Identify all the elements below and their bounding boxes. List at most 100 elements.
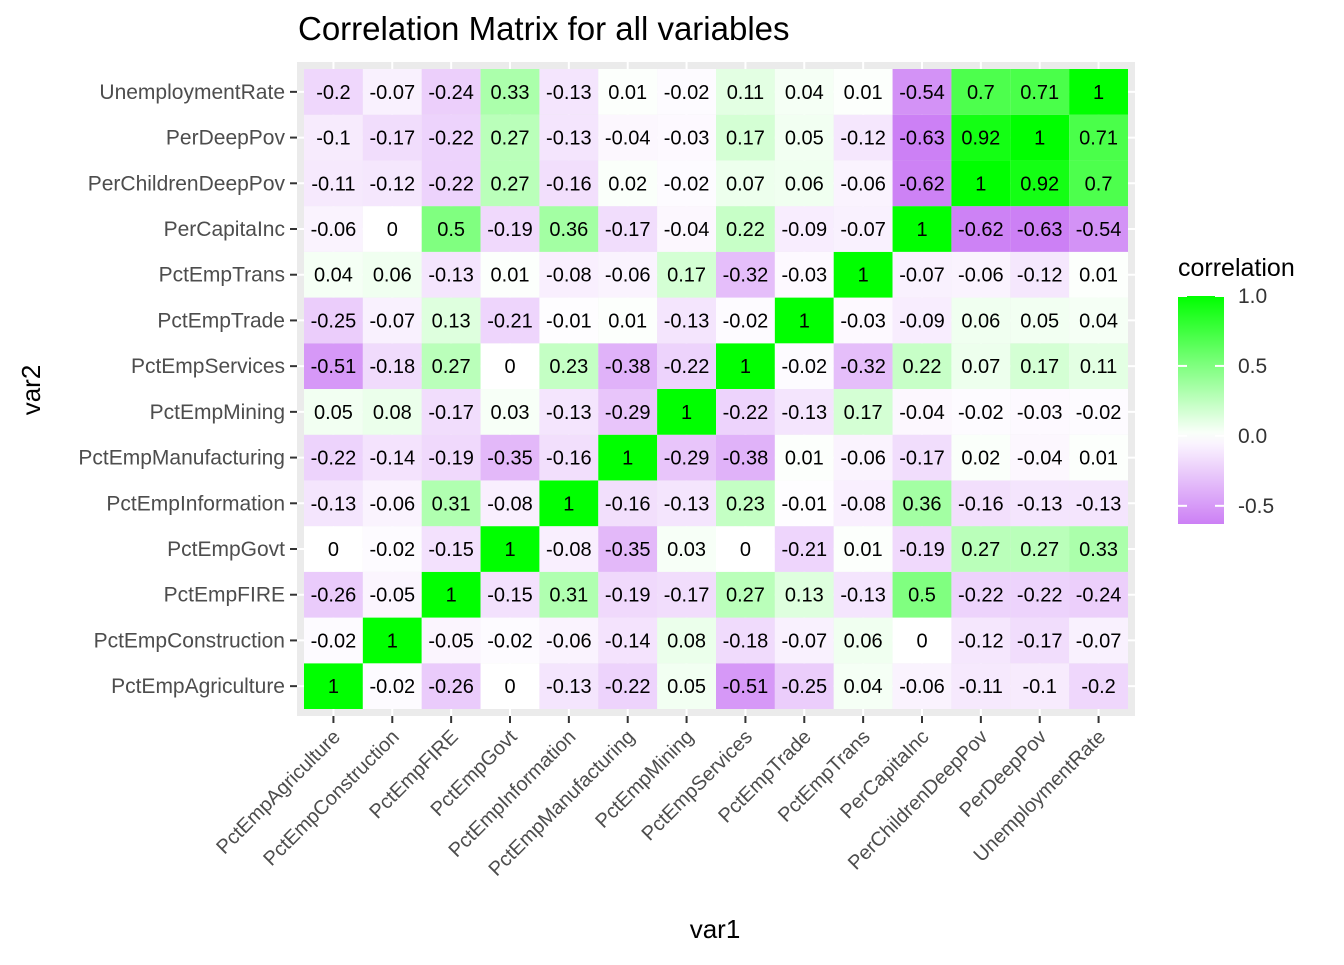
heatmap-cell <box>1010 114 1070 161</box>
cell-value-label: 0.23 <box>549 356 588 378</box>
y-axis-tick-label: PctEmpInformation <box>106 492 285 515</box>
y-axis: PctEmpAgriculture PctEmpConstruction PctEm… <box>78 81 297 698</box>
heatmap-cell <box>421 251 481 298</box>
cell-value-label: -0.17 <box>1017 630 1063 652</box>
cell-value-label: 0.04 <box>1079 310 1118 332</box>
heatmap-cell <box>539 297 599 344</box>
y-axis-tick-label: PctEmpFIRE <box>164 584 285 607</box>
heatmap-cell <box>833 297 893 344</box>
cell-value-label: -0.09 <box>899 310 945 332</box>
heatmap-cell <box>539 251 599 298</box>
heatmap-cell <box>833 571 893 618</box>
cell-value-label: -0.17 <box>605 219 651 241</box>
heatmap-cell <box>539 663 599 709</box>
x-axis: PctEmpAgriculturePctEmpConstructionPctEm… <box>212 716 1110 881</box>
cell-value-label: -0.62 <box>958 219 1004 241</box>
cell-value-label: -0.12 <box>840 128 886 150</box>
heatmap-cell <box>539 526 599 572</box>
cell-value-label: -0.17 <box>428 402 474 424</box>
heatmap-cell <box>539 389 599 435</box>
cell-value-label: 0.04 <box>844 676 883 698</box>
cell-value-label: -0.22 <box>723 402 769 424</box>
cell-value-label: -0.2 <box>316 82 350 104</box>
heatmap-cell <box>657 526 716 572</box>
y-axis-tick-label: PctEmpTrans <box>159 264 285 287</box>
cell-value-label: -0.18 <box>723 630 769 652</box>
cell-value-label: 1 <box>681 402 692 424</box>
heatmap-cell <box>774 251 834 298</box>
cell-value-label: 1 <box>858 265 869 287</box>
heatmap-cell <box>774 69 834 115</box>
heatmap-cell <box>833 206 893 252</box>
cell-value-label: 0.13 <box>785 585 824 607</box>
heatmap-cell <box>774 114 834 161</box>
cell-value-label: -0.32 <box>840 356 886 378</box>
heatmap-cell <box>480 160 540 207</box>
y-axis-tick-label: PerChildrenDeepPov <box>88 172 286 195</box>
heatmap-cell <box>716 480 775 527</box>
cell-value-label: -0.18 <box>369 356 415 378</box>
heatmap-cell <box>421 480 481 527</box>
cell-value-label: -0.07 <box>840 219 886 241</box>
heatmap-cell <box>362 343 422 389</box>
heatmap-cell <box>1069 389 1128 435</box>
heatmap-cell <box>421 297 481 344</box>
heatmap-cell <box>1069 434 1128 481</box>
cell-value-label: 1 <box>387 630 398 652</box>
heatmap-cell <box>480 297 540 344</box>
heatmap-cell <box>362 206 422 252</box>
heatmap-cell <box>951 480 1011 527</box>
cell-value-label: -0.14 <box>605 630 651 652</box>
cell-value-label: -0.01 <box>546 310 592 332</box>
heatmap-cell <box>539 114 599 161</box>
cell-value-label: -0.07 <box>899 265 945 287</box>
heatmap-cell <box>1069 480 1128 527</box>
x-axis-tick-label: PctEmpServices <box>638 726 757 845</box>
heatmap-cell <box>598 114 658 161</box>
heatmap-cell <box>892 617 952 664</box>
heatmap-cell <box>598 206 658 252</box>
legend-tick-label: 0.0 <box>1238 425 1267 448</box>
heatmap-cell <box>304 160 363 207</box>
cell-value-label: -0.13 <box>840 585 886 607</box>
heatmap-cell <box>833 663 893 709</box>
cell-value-label: -0.08 <box>487 493 533 515</box>
cell-value-label: 1 <box>563 493 574 515</box>
cell-value-label: -0.02 <box>781 356 827 378</box>
cell-value-label: -0.38 <box>723 448 769 470</box>
cell-value-label: -0.08 <box>546 265 592 287</box>
cell-value-label: -0.12 <box>958 630 1004 652</box>
cell-value-label: -0.02 <box>487 630 533 652</box>
cell-value-label: -0.13 <box>546 128 592 150</box>
heatmap-cell <box>1010 343 1070 389</box>
heatmap-cell <box>480 480 540 527</box>
color-legend: correlation 1.0 0.5 0.0 -0.5 <box>1178 254 1295 524</box>
cell-value-label: -0.32 <box>723 265 769 287</box>
cell-value-label: -0.04 <box>664 219 710 241</box>
cell-value-label: 0.27 <box>961 539 1000 561</box>
heatmap-cell <box>1010 206 1070 252</box>
cell-value-label: -0.13 <box>546 402 592 424</box>
heatmap-cell <box>892 343 952 389</box>
cell-value-label: -0.14 <box>369 448 415 470</box>
cell-value-label: -0.63 <box>899 128 945 150</box>
cell-value-label: -0.63 <box>1017 219 1063 241</box>
heatmap-cell <box>421 434 481 481</box>
heatmap-cell <box>304 389 363 435</box>
heatmap-cell <box>892 114 952 161</box>
cell-value-label: -0.03 <box>664 128 710 150</box>
heatmap-cell <box>716 69 775 115</box>
cell-value-label: 0.92 <box>961 128 1000 150</box>
heatmap-cell <box>539 480 599 527</box>
heatmap-cell <box>1010 571 1070 618</box>
heatmap-cell <box>833 160 893 207</box>
cell-value-label: -0.13 <box>664 493 710 515</box>
cell-value-label: -0.06 <box>840 173 886 195</box>
cell-value-label: 0.01 <box>1079 265 1118 287</box>
heatmap-cell <box>1069 663 1128 709</box>
y-axis-tick-label: PerDeepPov <box>166 127 286 150</box>
cell-value-label: 0.5 <box>908 585 936 607</box>
cell-value-label: 0.08 <box>667 630 706 652</box>
cell-value-label: -0.02 <box>723 310 769 332</box>
heatmap-cell <box>421 206 481 252</box>
